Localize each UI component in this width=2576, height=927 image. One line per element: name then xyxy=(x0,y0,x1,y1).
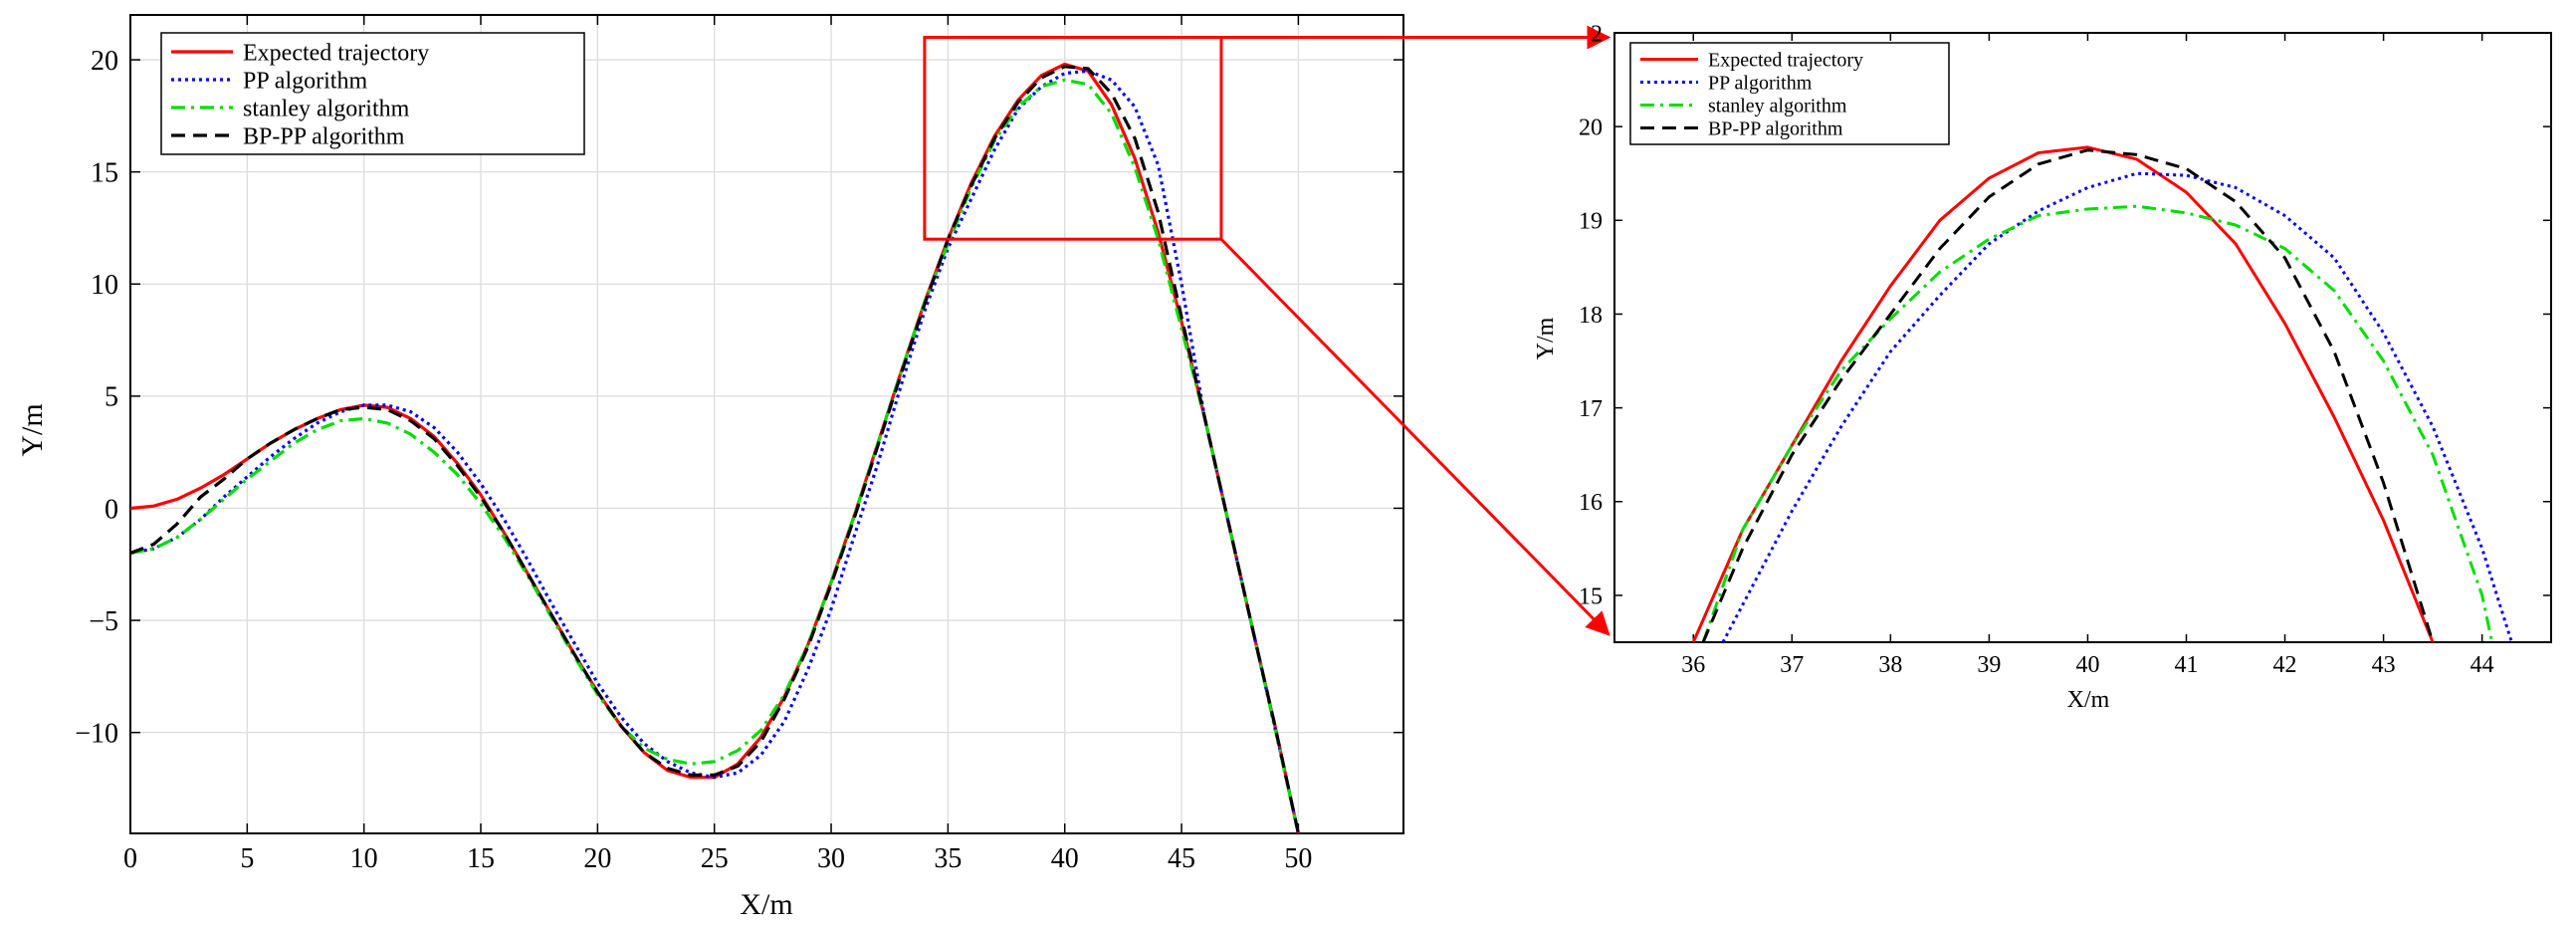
main-x-tick-label: 15 xyxy=(467,843,495,874)
main-y-tick-label: 15 xyxy=(91,157,118,188)
inset-x-tick-label: 39 xyxy=(1977,652,2001,678)
inset-x-tick-label: 41 xyxy=(2175,652,2199,678)
main-x-tick-label: 35 xyxy=(934,843,962,874)
inset-series-expected-trajectory xyxy=(1691,145,2435,642)
inset-x-tick-label: 42 xyxy=(2273,652,2297,678)
main-legend-label: stanley algorithm xyxy=(243,96,410,121)
main-series-bp-pp-algorithm xyxy=(130,65,1300,833)
inset-y-axis-label: Y/m xyxy=(1533,317,1559,359)
inset-y-tick-label: 20 xyxy=(1579,116,1603,141)
main-x-tick-label: 20 xyxy=(583,843,611,874)
main-y-tick-label: −10 xyxy=(75,718,118,749)
main-y-tick-label: 5 xyxy=(105,382,118,413)
inset-plot-frame xyxy=(1613,32,2552,643)
inset-y-tick-label: 15 xyxy=(1579,583,1603,609)
main-legend-label: BP-PP algorithm xyxy=(243,123,405,149)
zoom-region-box xyxy=(923,36,1223,241)
main-chart: 0 5 10 15 20 25 30 35 40 45 50 −10 −5 0 5 10 15 20 X/m Y/… xyxy=(16,14,1404,921)
main-legend-label: Expected trajectory xyxy=(243,40,429,66)
connector-arrow-bottom xyxy=(1219,238,1610,636)
zoom-connectors xyxy=(1219,25,1611,636)
main-y-tick-label: 20 xyxy=(91,46,118,77)
inset-x-tick-label: 37 xyxy=(1780,652,1804,678)
inset-y-tick-label: 18 xyxy=(1579,303,1603,329)
inset-x-axis-label: X/m xyxy=(2067,687,2110,713)
main-x-tick-label: 0 xyxy=(123,843,137,874)
main-series-pp-algorithm xyxy=(130,69,1300,833)
main-y-tick-label: 0 xyxy=(105,494,118,525)
inset-legend-label: BP-PP algorithm xyxy=(1708,118,1843,140)
inset-x-tick-label: 44 xyxy=(2470,652,2494,678)
inset-legend-label: Expected trajectory xyxy=(1708,50,1863,72)
main-x-tick-label: 25 xyxy=(701,843,729,874)
inset-legend-label: stanley algorithm xyxy=(1708,96,1847,117)
inset-series-bp-pp-algorithm xyxy=(1701,148,2435,642)
inset-y-tick-label: 17 xyxy=(1579,396,1603,422)
inset-series-stanley-algorithm xyxy=(1701,204,2494,642)
inset-ticks: 36 37 38 39 40 41 42 43 44 15 16 17 18 19 20 2 xyxy=(1579,21,2551,678)
inset-y-tick-label: 19 xyxy=(1579,209,1603,235)
inset-y-tick-label: 2 xyxy=(1591,21,1603,47)
main-x-tick-label: 10 xyxy=(350,843,378,874)
main-series xyxy=(130,62,1300,833)
inset-legend-label: PP algorithm xyxy=(1708,73,1813,95)
main-y-tick-label: −5 xyxy=(89,606,118,637)
inset-x-tick-label: 40 xyxy=(2075,652,2099,678)
main-x-axis-label: X/m xyxy=(740,888,792,921)
main-ticks: 0 5 10 15 20 25 30 35 40 45 50 −10 −5 0 5 10 15 20 xyxy=(75,15,1403,874)
main-series-stanley-algorithm xyxy=(130,78,1300,833)
main-y-tick-label: 10 xyxy=(91,270,118,301)
main-x-tick-label: 40 xyxy=(1051,843,1079,874)
main-x-tick-label: 50 xyxy=(1284,843,1312,874)
main-grid xyxy=(129,15,1403,833)
inset-series-pp-algorithm xyxy=(1721,171,2513,642)
inset-series xyxy=(1691,145,2513,642)
main-x-tick-label: 5 xyxy=(240,843,254,874)
inset-x-tick-label: 38 xyxy=(1878,652,1902,678)
inset-y-tick-label: 16 xyxy=(1579,490,1603,516)
main-x-tick-label: 30 xyxy=(817,843,845,874)
inset-x-tick-label: 43 xyxy=(2372,652,2396,678)
main-y-axis-label: Y/m xyxy=(16,403,49,456)
main-legend-label: PP algorithm xyxy=(243,68,367,94)
inset-x-tick-label: 36 xyxy=(1681,652,1705,678)
main-x-tick-label: 45 xyxy=(1168,843,1195,874)
